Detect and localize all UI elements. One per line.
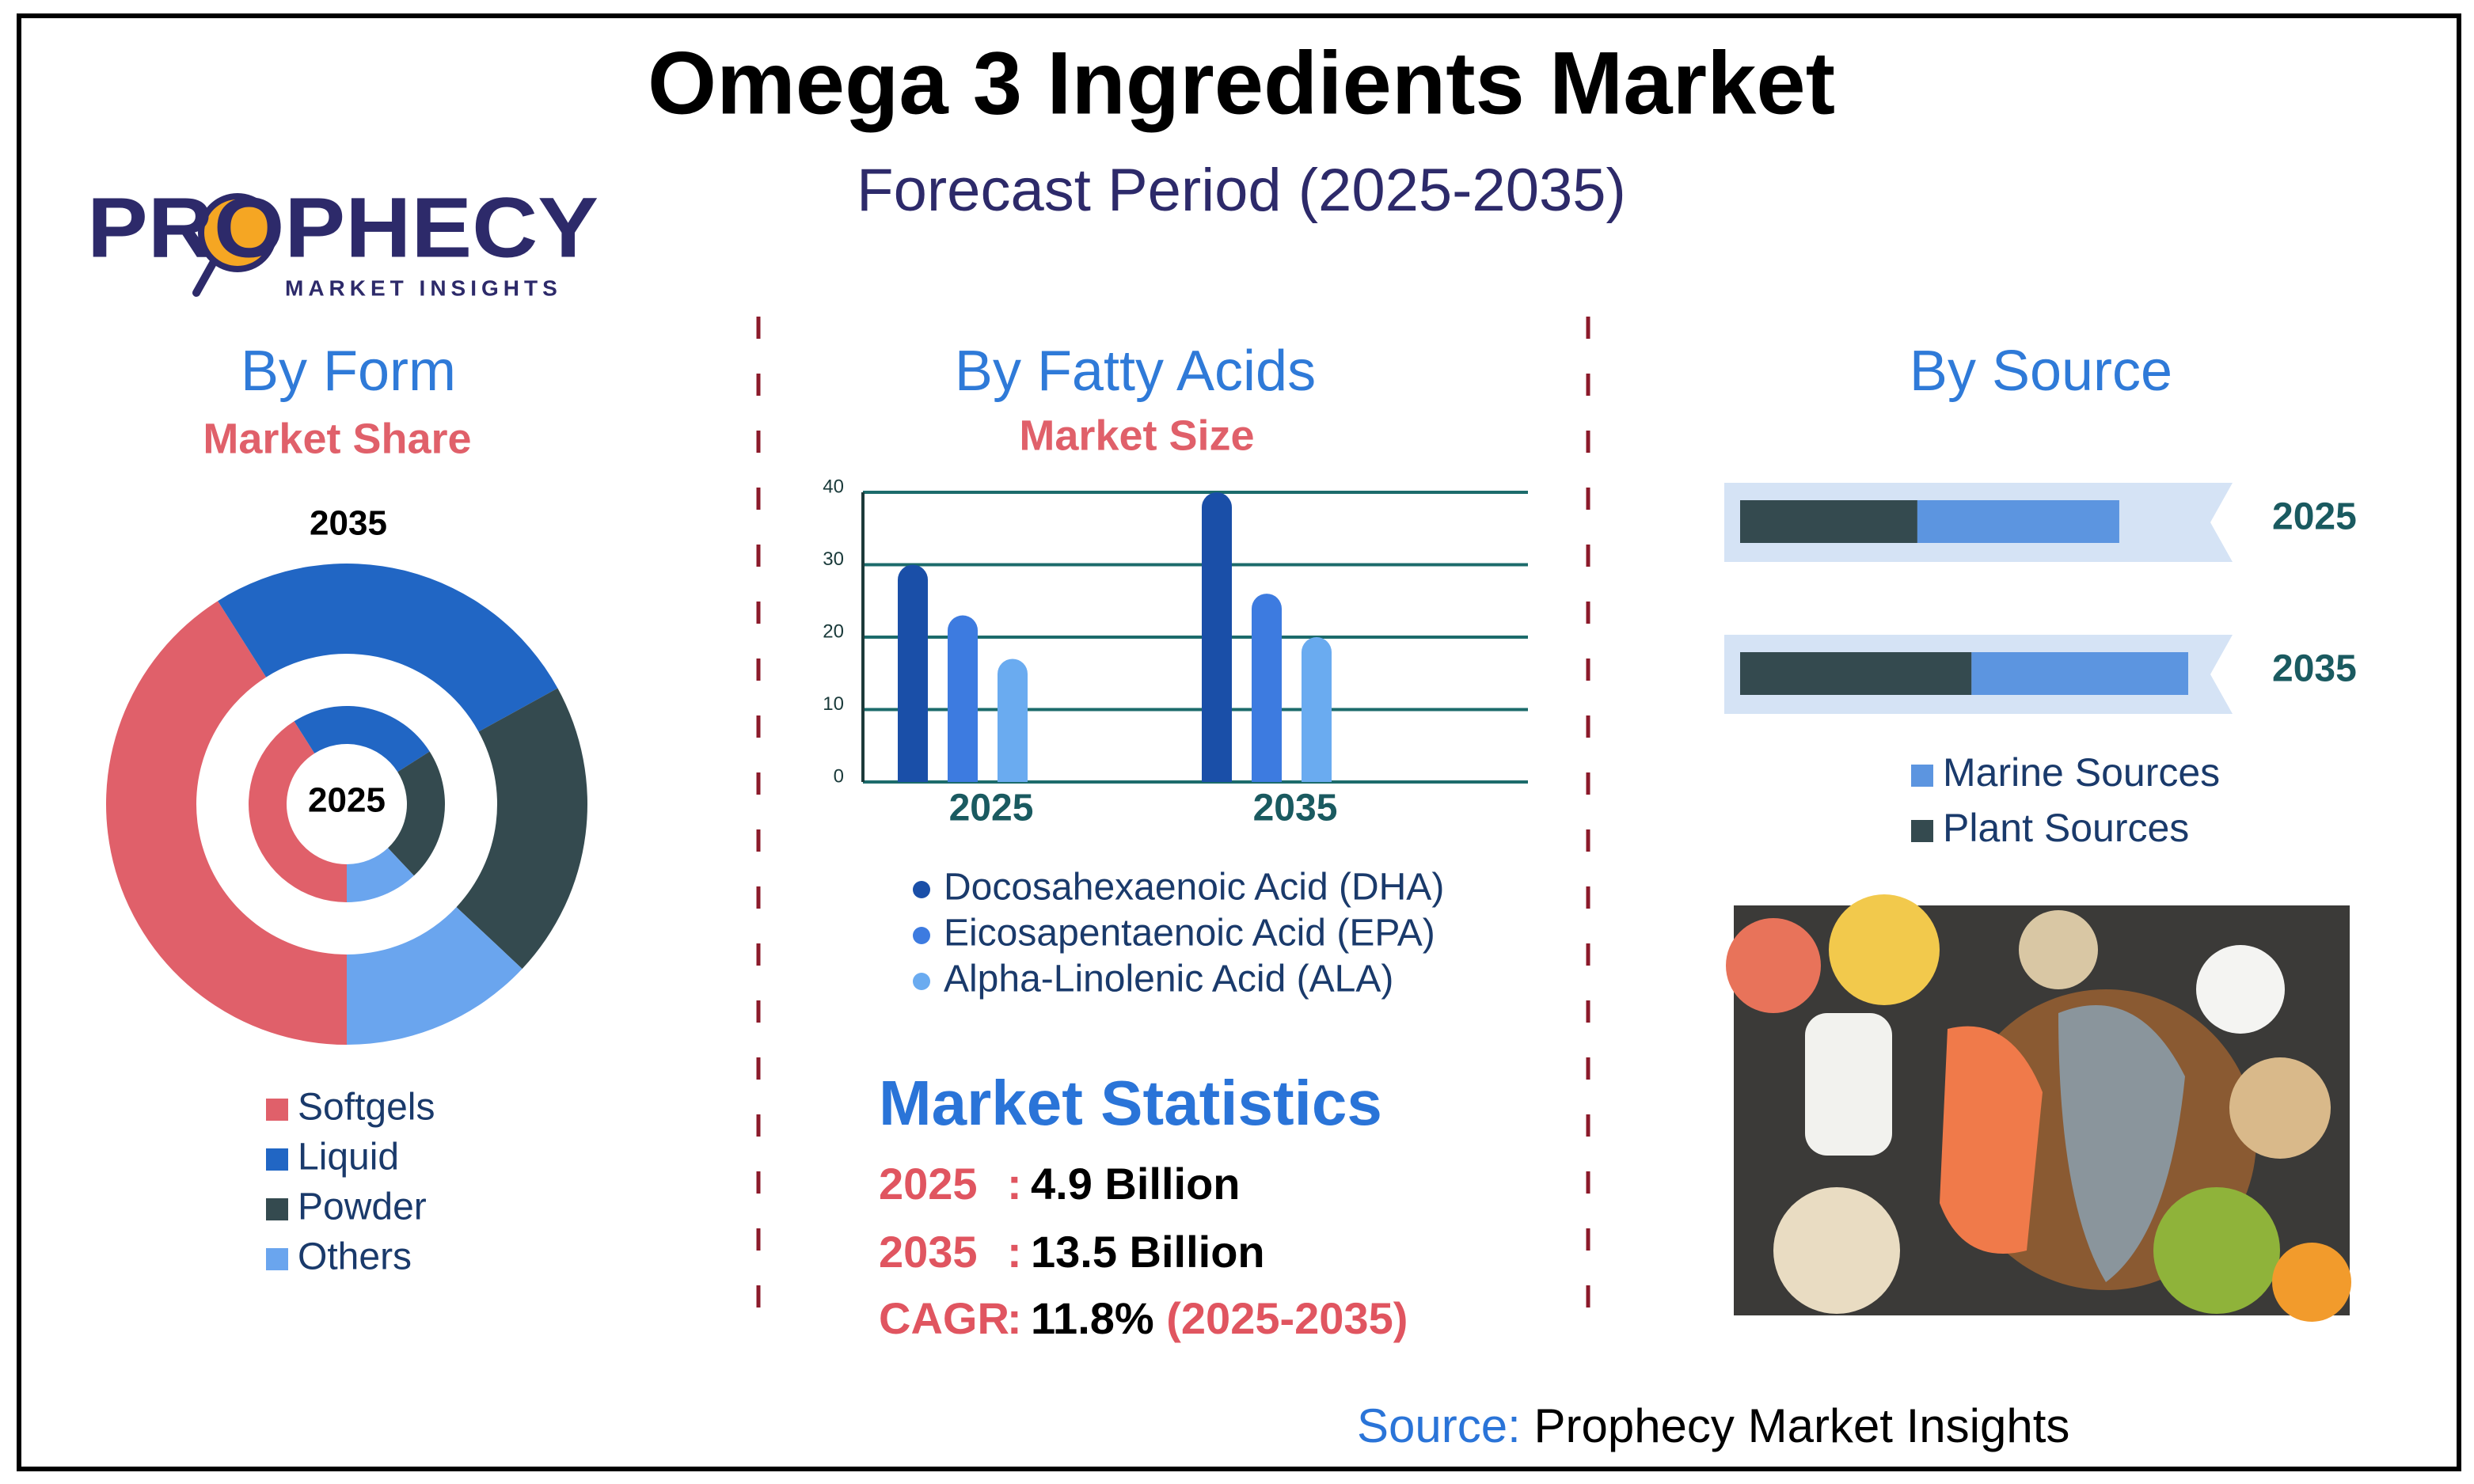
legend-label: Others <box>298 1236 412 1278</box>
stat-label: CAGR <box>879 1293 1009 1343</box>
logo-name: PROPHECY <box>87 180 599 275</box>
legend-label: Plant Sources <box>1943 806 2189 850</box>
stat-value: 4.9 Billion <box>1031 1159 1241 1209</box>
bar <box>998 659 1028 782</box>
legend-swatch <box>266 1099 288 1121</box>
legend-label: Alpha-Linolenic Acid (ALA) <box>944 958 1393 1000</box>
legend-label: Docosahexaenoic Acid (DHA) <box>944 867 1444 909</box>
stat-label: 2035 <box>879 1227 978 1277</box>
photo-nuts <box>2229 1057 2331 1159</box>
bar-segment <box>1917 500 2119 543</box>
ring-label: 2025 <box>308 781 386 820</box>
photo-orange <box>2272 1243 2351 1322</box>
market-statistics: Market Statistics 2025 : 4.9 Billion 203… <box>879 1068 1408 1343</box>
bar <box>898 564 928 782</box>
y-tick-label: 30 <box>823 548 844 570</box>
stat-period: (2025-2035) <box>1166 1293 1408 1343</box>
stat-value: 13.5 Billion <box>1031 1227 1265 1277</box>
photo-seeds <box>2019 910 2098 989</box>
ring-label: 2035 <box>310 504 387 543</box>
category-label: 2035 <box>2272 648 2357 690</box>
legend-swatch <box>1911 820 1933 842</box>
bar <box>1302 637 1332 782</box>
photo-salmon <box>1940 1026 2043 1254</box>
source: Source: Prophecy Market Insights <box>1357 1399 2069 1452</box>
legend-swatch <box>1911 765 1933 787</box>
donut-segment <box>248 721 347 902</box>
chart-subtitle: Market Size <box>1019 412 1254 459</box>
y-tick-label: 20 <box>823 621 844 642</box>
donut-segment <box>347 907 523 1045</box>
bar <box>1252 594 1282 782</box>
donut-segment <box>294 705 430 772</box>
donut-segment <box>456 688 587 970</box>
y-tick-label: 0 <box>834 765 844 787</box>
source-label: Source: <box>1357 1399 1521 1452</box>
bar-segment <box>1971 652 2189 695</box>
photo-milk <box>1805 1013 1892 1156</box>
title: Omega 3 Ingredients Market <box>648 34 1835 133</box>
legend-marker <box>913 881 930 898</box>
x-tick-label: 2025 <box>949 788 1034 829</box>
bar <box>948 615 978 782</box>
bar-segment <box>1740 500 1917 543</box>
logo-tagline: MARKET INSIGHTS <box>285 275 562 300</box>
stat-value-line: 11.8% (2025-2035) <box>1031 1293 1408 1343</box>
logo: PROPHECY MARKET INSIGHTS <box>87 180 599 301</box>
category-label: 2025 <box>2272 496 2357 538</box>
chart-title: By Fatty Acids <box>955 340 1316 403</box>
legend-label: Eicosapentaenoic Acid (EPA) <box>944 913 1435 955</box>
photo-grapefruit <box>1726 918 1821 1013</box>
legend-swatch <box>266 1198 288 1220</box>
chart-title: By Source <box>1910 340 2172 403</box>
photo-yogurt <box>2196 945 2285 1034</box>
legend-label: Liquid <box>298 1137 399 1178</box>
stat-separator: : <box>1007 1159 1022 1209</box>
donut-segment <box>347 848 414 902</box>
food-photo <box>1726 894 2351 1322</box>
legend-label: Softgels <box>298 1087 435 1129</box>
logo-lens <box>198 193 277 272</box>
y-tick-label: 40 <box>823 476 844 497</box>
legend-swatch <box>266 1148 288 1171</box>
stat-value: 11.8% <box>1031 1293 1154 1343</box>
chart-title: By Form <box>241 340 456 403</box>
statistics-title: Market Statistics <box>879 1068 1382 1138</box>
legend-swatch <box>266 1248 288 1270</box>
legend-marker <box>913 927 930 944</box>
legend-label: Marine Sources <box>1943 750 2220 795</box>
stat-label: 2025 <box>879 1159 978 1209</box>
x-tick-label: 2035 <box>1253 788 1338 829</box>
photo-fish <box>2058 1005 2185 1282</box>
photo-grapes <box>2153 1187 2280 1314</box>
source-text: Prophecy Market Insights <box>1533 1399 2069 1452</box>
photo-peanuts <box>1773 1187 1900 1314</box>
bar <box>1202 492 1232 782</box>
bar-segment <box>1740 652 1972 695</box>
legend-marker <box>913 973 930 990</box>
donut-segment <box>388 751 445 876</box>
donut-segment <box>106 601 348 1045</box>
legend-label: Powder <box>298 1186 427 1228</box>
stat-separator: : <box>1007 1293 1022 1343</box>
stat-separator: : <box>1007 1227 1022 1277</box>
subtitle: Forecast Period (2025-2035) <box>857 157 1626 224</box>
chart-subtitle: Market Share <box>203 415 471 462</box>
donut-segment <box>218 564 558 732</box>
photo-pasta <box>1829 894 1940 1005</box>
y-tick-label: 10 <box>823 693 844 715</box>
